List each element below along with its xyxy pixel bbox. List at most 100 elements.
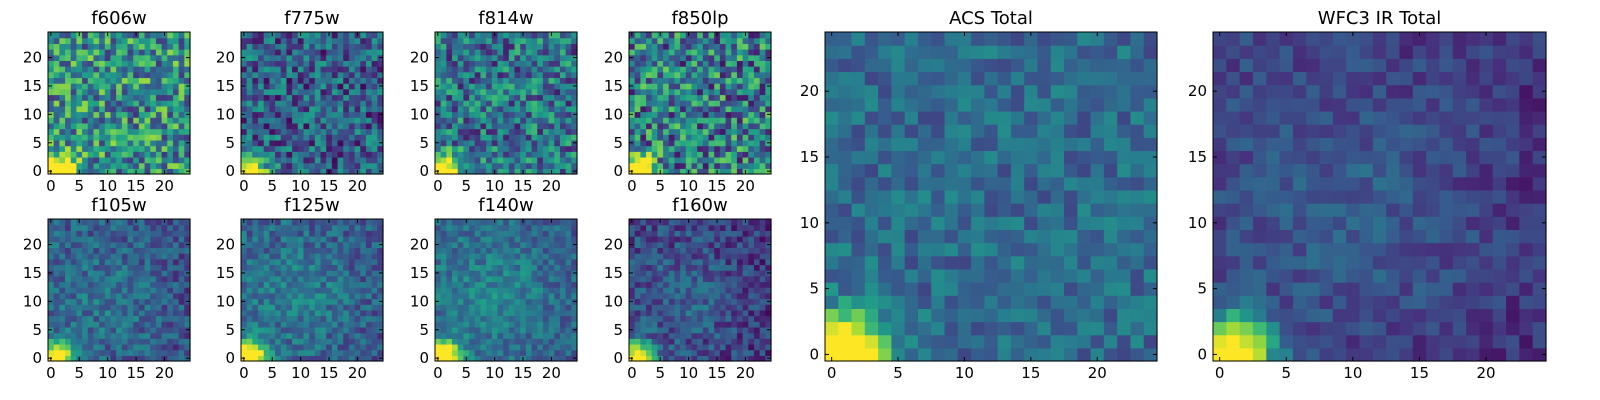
cell [275,105,282,113]
cell [548,83,555,90]
cell [457,105,464,113]
cell [65,100,72,107]
cell [48,321,55,328]
cell [725,338,732,345]
cell [668,287,676,294]
cell [275,230,282,237]
cell [150,54,157,61]
cell [337,241,344,248]
cell [93,71,100,79]
cell [172,355,180,362]
cell [691,168,698,175]
cell [503,281,510,288]
cell [331,230,339,237]
cell [331,32,339,39]
cell [554,94,561,101]
cell [121,37,129,44]
cell [559,247,567,254]
cell [463,156,470,164]
cell [172,134,180,141]
cell [474,321,482,328]
cell [463,258,470,266]
cell [452,258,459,266]
cell [269,134,276,141]
cell [337,338,344,345]
cell [753,37,761,44]
cell [542,100,550,107]
cell [565,134,572,141]
cell [531,168,538,175]
cell [116,275,123,283]
cell [144,304,151,311]
cell [258,321,265,328]
cell [537,151,544,158]
cell [252,332,259,339]
cell [297,128,305,135]
cell [542,332,550,339]
cell [640,122,647,130]
cell [537,122,544,130]
cell [269,151,276,158]
cell [343,100,350,107]
cell [748,145,755,152]
cell [326,37,333,44]
cell [742,275,749,283]
cell [668,281,676,288]
cell [365,304,373,311]
cell [110,105,117,113]
cell [246,49,253,56]
cell [155,88,163,96]
cell [297,66,305,73]
cell [314,247,322,254]
cell [646,168,653,175]
cell [474,88,482,96]
cell [144,168,151,175]
cell [326,309,333,317]
cell [70,168,77,175]
cell [537,139,544,147]
cell [104,88,112,96]
cell [640,66,647,73]
cell [184,117,191,124]
cell [435,304,442,311]
cell [121,60,129,67]
cell [241,247,248,254]
cell [263,122,270,130]
cell [99,315,106,322]
cell [116,60,123,67]
cell [474,224,482,231]
cell [104,60,112,67]
cell [537,105,544,113]
cell [337,83,344,90]
cell [480,281,487,288]
cell [542,94,550,101]
cell [559,253,567,260]
cell [178,134,185,141]
cell [508,168,516,175]
cell [76,236,83,243]
cell [172,77,180,84]
cell [525,32,533,39]
cell [725,145,732,152]
cell [497,241,504,248]
cell [748,287,755,294]
cell [155,338,163,345]
cell [542,88,550,96]
cell [531,338,538,345]
cell [116,281,123,288]
cell [365,338,373,345]
cell [150,37,157,44]
cell [559,338,567,345]
cell [480,355,487,362]
cell [82,309,89,317]
cell [70,88,77,96]
cell [463,49,470,56]
cell [269,287,276,294]
cell [480,156,487,164]
cell [474,71,482,79]
cell [525,281,533,288]
cell [150,117,157,124]
cell [331,100,339,107]
cell [275,100,282,107]
cell [348,37,356,44]
